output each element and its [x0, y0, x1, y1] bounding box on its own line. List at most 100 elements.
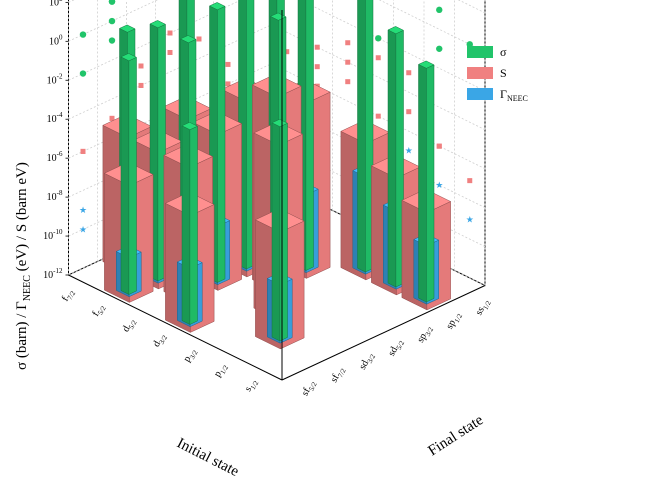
x-tick-label: f7/2: [60, 287, 78, 305]
x-tick-label: f5/2: [90, 302, 108, 320]
y-tick-label: sf7/2: [329, 364, 348, 385]
bar-sigma: [120, 53, 138, 295]
bar-sigma-face: [271, 122, 281, 342]
bar-sigma-face: [120, 56, 130, 295]
z-tick-label: 10-8: [47, 189, 63, 203]
sigma-projection: [108, 0, 116, 5]
legend-swatch: [467, 88, 493, 100]
z-axis-label: σ (barn) / ΓNEEC (eV) / S (barn eV): [14, 162, 33, 370]
sigma-projection: [79, 31, 87, 38]
sigma-projection: [466, 41, 473, 48]
x-tick-label: d3/2: [151, 331, 169, 350]
y-tick-label: sp1/2: [444, 310, 464, 332]
bar-sigma-top: [181, 122, 199, 130]
front-frame: [68, 10, 486, 381]
s-projection: [196, 36, 202, 42]
s-projection: [467, 178, 473, 184]
s-projection: [375, 113, 381, 119]
x-tick-label: p3/2: [181, 346, 199, 365]
s-projection: [138, 82, 144, 88]
s-projection: [225, 61, 231, 67]
bar-sigma-face: [426, 64, 435, 303]
bar-sigma: [417, 60, 435, 303]
bar-sigma: [387, 26, 405, 288]
s-projection: [314, 44, 320, 50]
bar-sigma-top: [271, 119, 289, 127]
bar-sigma-top: [179, 35, 197, 44]
z-tick-label: 100: [49, 33, 63, 47]
sigma-projection: [436, 6, 443, 14]
z-tick-label: 10-10: [43, 228, 63, 242]
gamma-projection: ★: [405, 146, 413, 156]
bar-sigma: [357, 0, 374, 273]
s-projection: [406, 70, 412, 76]
bar-sigma-face: [279, 122, 288, 342]
bar-sigma-face: [365, 0, 374, 273]
bar-sigma-top: [387, 26, 405, 35]
bars-group: [102, 0, 452, 350]
s-projection: [167, 30, 173, 36]
z-tick-label: 10-12: [43, 267, 63, 281]
s-projection: [375, 55, 381, 61]
x-tick-labels: s1/2 p1/2 p3/2 d3/2 d5/2 f5/2 f7/2: [60, 287, 261, 393]
bar-sigma-face: [418, 63, 427, 303]
legend: σS ΓNEEC: [467, 45, 528, 103]
y-axis-line: [281, 285, 486, 381]
sigma-projection: [79, 70, 87, 77]
s-projection: [109, 115, 115, 121]
bar-sigma-top: [149, 20, 167, 29]
bar-sigma-face: [181, 125, 191, 325]
legend-swatch: [467, 67, 493, 79]
s-projection: [345, 40, 351, 46]
s-projection: [167, 49, 173, 55]
y-tick-label: ss1/2: [474, 297, 494, 318]
bar-sigma-top: [417, 60, 435, 69]
s-projection: [225, 81, 231, 87]
s-projection: [314, 64, 320, 70]
z-tick-label: 10-4: [47, 111, 63, 125]
s-projection: [436, 143, 442, 149]
sigma-projection: [375, 35, 382, 42]
gamma-projection: ★: [79, 205, 87, 215]
sigma-projection: [436, 45, 443, 52]
y-tick-label: sf5/2: [300, 378, 319, 399]
x-axis-label: Initial state: [174, 435, 241, 480]
legend-label: σ: [500, 45, 507, 59]
bar-sigma-face: [387, 29, 397, 288]
z-tick-label: 10-6: [47, 150, 63, 164]
s-projection: [345, 59, 351, 65]
bar-sigma: [181, 122, 199, 325]
bar-sigma-face: [305, 0, 314, 271]
bar-sigma-top: [120, 53, 138, 62]
y-tick-label: sd3/2: [357, 350, 377, 372]
gamma-projection: ★: [79, 224, 87, 234]
y-tick-label: sd5/2: [386, 337, 406, 359]
s-projection: [284, 49, 290, 55]
bar-sigma-face: [128, 56, 137, 295]
bar-sigma: [271, 119, 289, 342]
bar-sigma-face: [357, 0, 366, 273]
s-projection: [138, 63, 144, 69]
s-projection: [406, 109, 412, 115]
s-projection: [345, 79, 351, 85]
x-axis-line: [68, 274, 283, 381]
bar-sigma-top: [208, 2, 226, 11]
z-tick-label: 10-2: [47, 72, 63, 86]
sigma-projection: [108, 37, 116, 44]
x-tick-label: d5/2: [120, 316, 138, 335]
bar-sigma-face: [217, 5, 226, 283]
y-tick-labels: sf5/2 sf7/2 sd3/2 sd5/2 sp3/2 sp1/2 ss1/2: [300, 297, 494, 399]
y-axis-label: Final state: [425, 412, 486, 459]
gamma-projection: ★: [435, 180, 443, 190]
legend-label: ΓNEEC: [500, 87, 528, 103]
gamma-projection: ★: [466, 215, 474, 225]
y-tick-label: sp3/2: [415, 323, 435, 345]
x-tick-label: p1/2: [212, 361, 230, 380]
bar-sigma-top: [118, 24, 136, 33]
bar-sigma-face: [189, 125, 198, 325]
s-projection: [80, 148, 86, 154]
legend-swatch: [467, 46, 493, 58]
bar-sigma-face: [246, 0, 255, 270]
